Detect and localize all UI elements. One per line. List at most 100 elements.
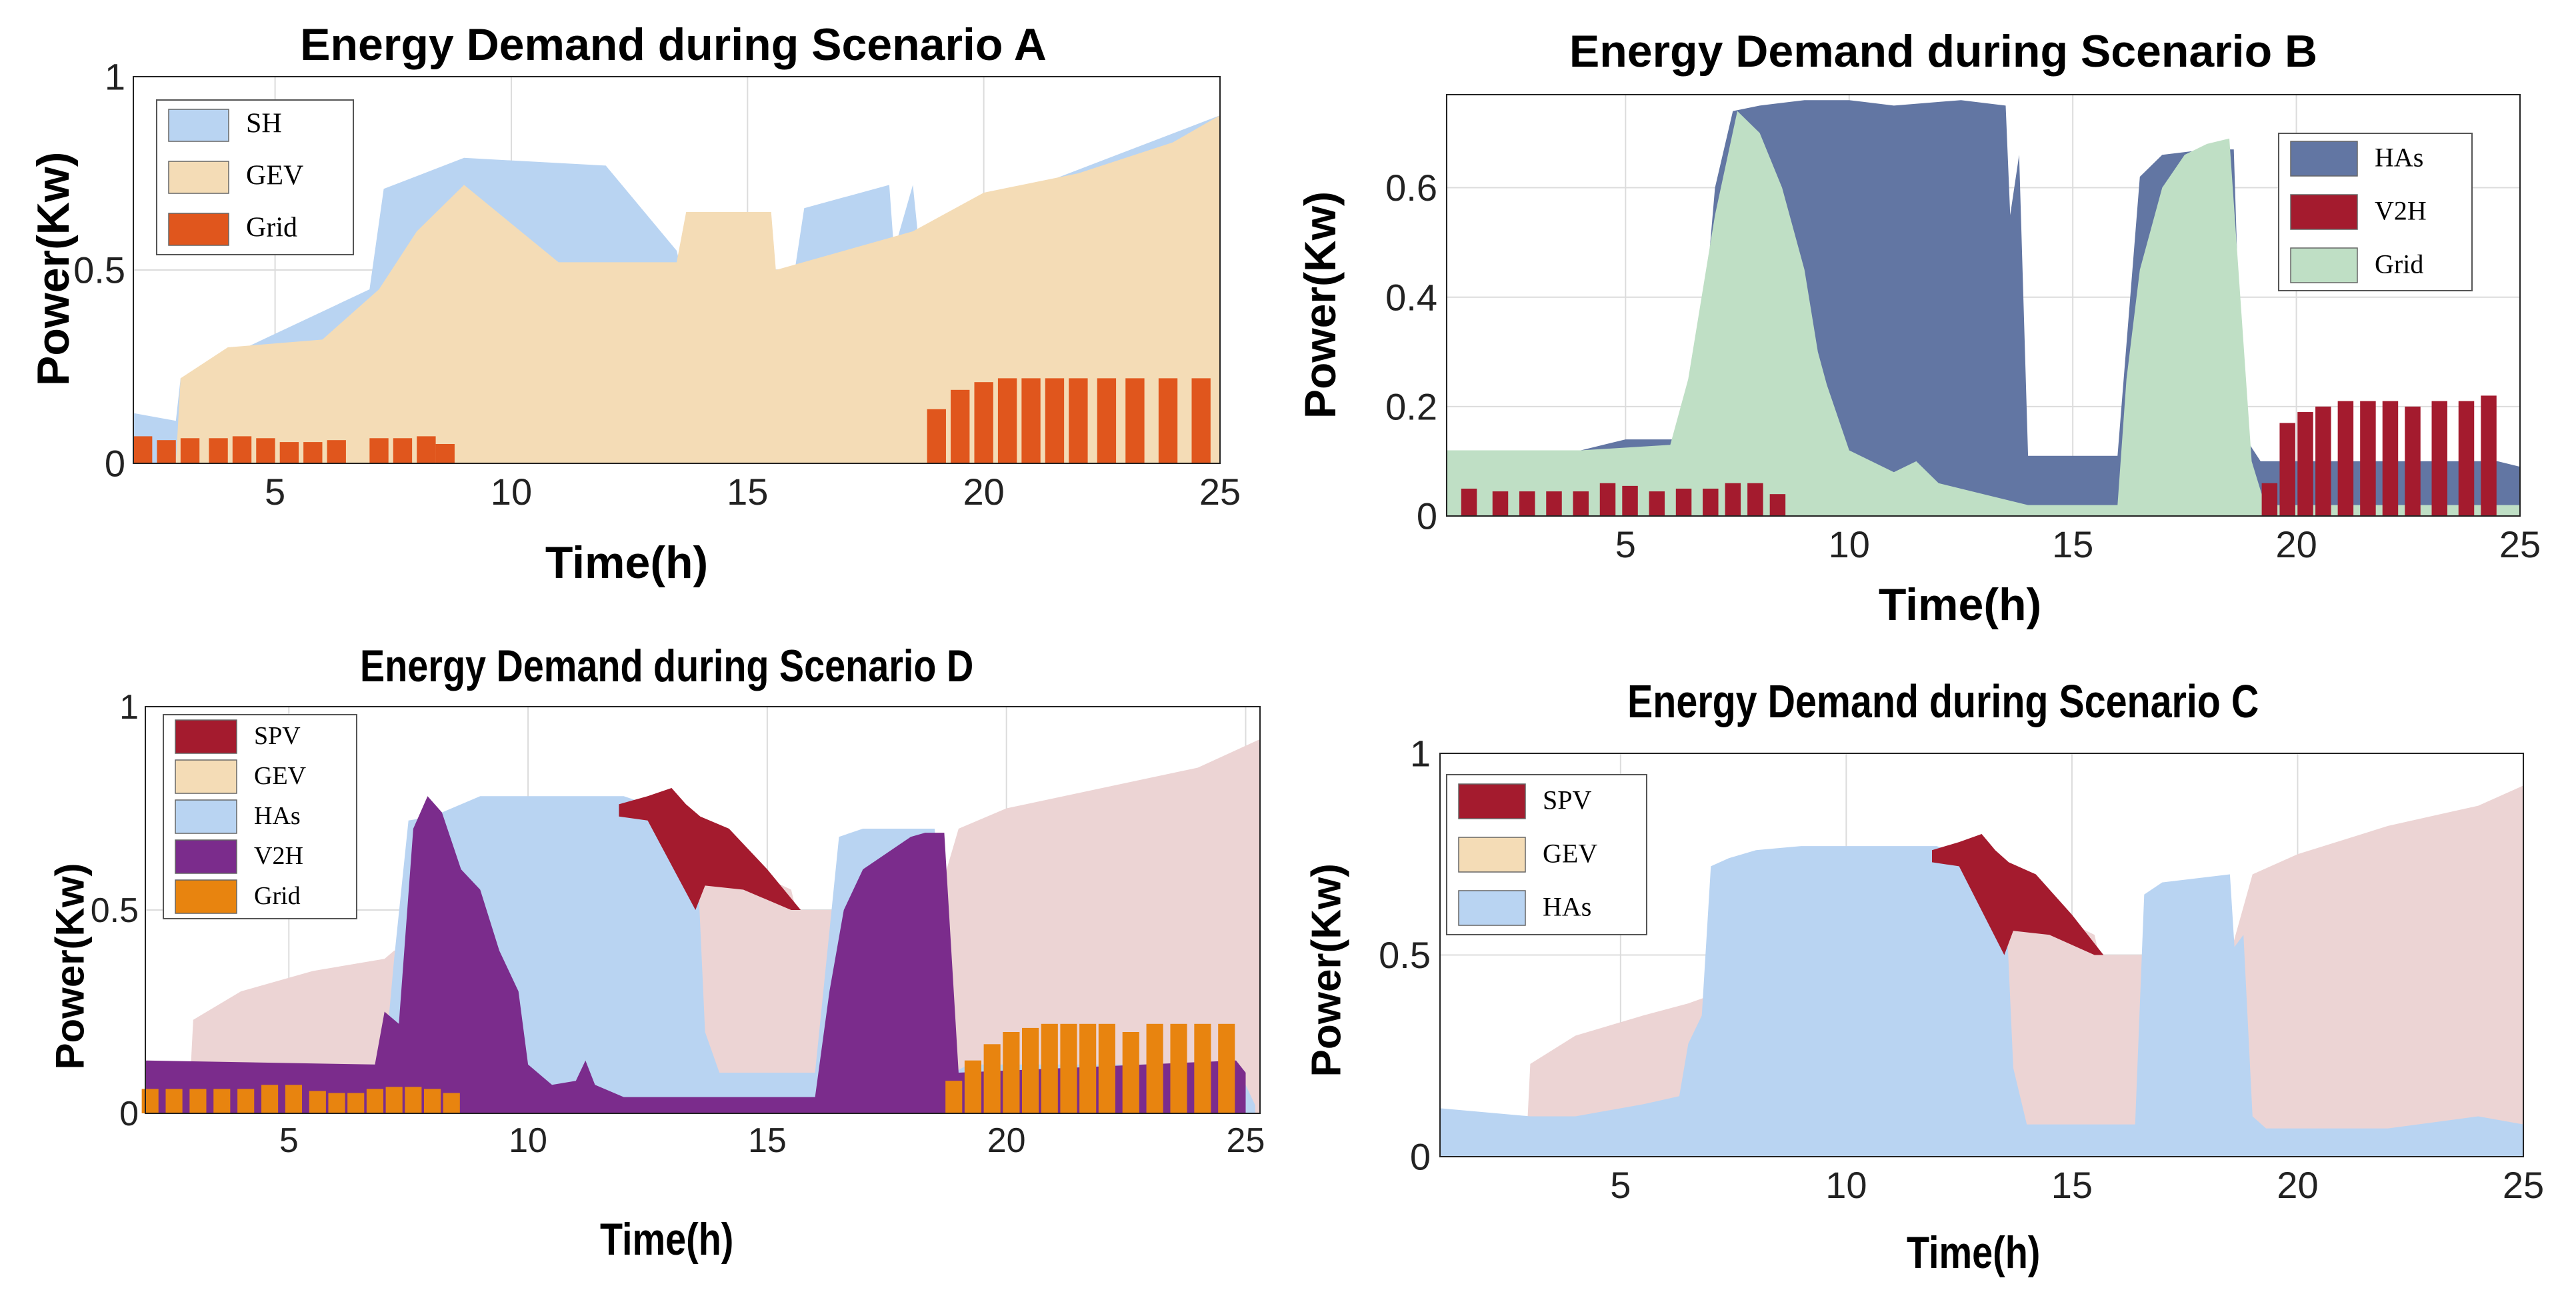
series-bar-grid — [1125, 378, 1145, 463]
chart-plot-area: 5 10 15 20 25 0 0.5 1 SPV GEV HAs V2H Grid — [91, 688, 1265, 1160]
series-bar-grid — [443, 1093, 460, 1113]
series-bar-grid — [1041, 1023, 1058, 1113]
y-tick-label: 0.5 — [1379, 934, 1431, 976]
series-bar-grid — [1021, 378, 1041, 463]
legend-swatch-v2h — [2290, 194, 2358, 230]
x-tick-label: 5 — [1615, 523, 1636, 565]
x-tick-label: 25 — [1227, 1121, 1265, 1160]
legend-label-sh: SH — [246, 109, 282, 139]
axes-frame — [145, 706, 1261, 1114]
series-bar-grid — [1069, 378, 1088, 463]
chart-title-text: Energy Demand during Scenario D — [359, 641, 974, 691]
series-bar-grid — [328, 1093, 345, 1113]
legend-label-has: HAs — [1543, 891, 1591, 921]
series-area-v2h — [145, 796, 1246, 1113]
series-bar-v2h — [1725, 483, 1741, 516]
axes-frame — [133, 76, 1221, 464]
y-tick-label: 0.5 — [73, 249, 125, 291]
series-bar-grid — [369, 438, 389, 463]
series-bar-grid — [997, 378, 1017, 463]
chart-plot-area: 5 10 15 20 25 0 0.2 0.4 0.6 HAs V2H Grid — [1385, 94, 2541, 565]
series-bar-v2h — [1546, 491, 1562, 516]
x-tick-label: 5 — [1610, 1164, 1631, 1206]
series-bar-grid — [157, 440, 176, 463]
x-tick-label: 5 — [265, 471, 285, 513]
series-bar-v2h — [2431, 401, 2447, 516]
y-tick-label: 0.6 — [1385, 167, 1437, 209]
chart-panel-scenario-a: Energy Demand during Scenario A Power(Kw… — [0, 0, 1267, 613]
series-bar-grid — [951, 389, 970, 463]
series-bar-grid — [435, 444, 455, 463]
series-area-has — [1440, 846, 2523, 1157]
series-bar-grid — [213, 1089, 231, 1113]
chart-title: Energy Demand during Scenario A — [300, 19, 1047, 70]
series-bar-grid — [1158, 378, 1178, 463]
series-bar-grid — [1003, 1032, 1020, 1113]
legend-swatch-gev — [175, 759, 237, 794]
y-tick-label: 1 — [1410, 733, 1431, 775]
series-bar-grid — [1170, 1023, 1187, 1113]
series-bar-v2h — [2297, 412, 2313, 516]
legend-label-spv: SPV — [1543, 785, 1591, 815]
series-bar-v2h — [2279, 423, 2295, 516]
legend-swatch-grid — [175, 879, 237, 914]
y-tick-label: 1 — [105, 56, 125, 98]
series-bar-v2h — [1461, 488, 1477, 516]
series-bar-v2h — [1747, 483, 1763, 516]
x-axis-label: Time(h) — [545, 537, 709, 588]
legend-swatch-gev — [168, 161, 229, 194]
series-bar-grid — [1122, 1032, 1139, 1113]
y-tick-label: 1 — [119, 688, 139, 727]
legend-swatch-sh — [168, 109, 229, 142]
series-bar-grid — [165, 1089, 183, 1113]
series-bar-grid — [927, 409, 946, 463]
series-bar-v2h — [2261, 483, 2278, 516]
series-bar-grid — [417, 436, 436, 463]
y-tick-label: 0 — [1417, 495, 1437, 537]
chart-title: Energy Demand during Scenario C — [1493, 675, 2393, 728]
legend-label-gev: GEV — [1543, 838, 1597, 868]
x-tick-label: 15 — [2052, 523, 2093, 565]
legend-label-grid: Grid — [254, 882, 301, 910]
x-tick-label: 25 — [1199, 471, 1241, 513]
series-bar-v2h — [2382, 401, 2399, 516]
x-tick-label: 10 — [1829, 523, 1870, 565]
legend-swatch-grid — [168, 213, 229, 246]
legend-swatch-has — [1458, 890, 1526, 926]
series-bar-grid — [983, 1044, 1001, 1113]
x-tick-label: 5 — [279, 1121, 299, 1160]
series-bar-grid — [1146, 1023, 1163, 1113]
series-bar-grid — [1021, 1027, 1039, 1113]
series-bar-grid — [1045, 378, 1065, 463]
series-bar-v2h — [1622, 485, 1638, 516]
series-bar-v2h — [1769, 494, 1786, 516]
series-area-grid — [1447, 111, 2520, 517]
series-area-gev — [133, 115, 1220, 463]
x-tick-label: 10 — [1825, 1164, 1867, 1206]
series-bar-grid — [945, 1081, 963, 1113]
legend-label-gev: GEV — [254, 762, 307, 790]
chart-plot-area: 5 10 15 20 25 0 0.5 1 SPV GEV HAs — [1379, 733, 2544, 1206]
series-bar-v2h — [2337, 401, 2354, 516]
series-bar-grid — [261, 1085, 279, 1113]
series-bar-grid — [964, 1060, 981, 1113]
series-bar-v2h — [2405, 406, 2421, 516]
legend-swatch-grid — [2290, 247, 2358, 283]
series-bar-grid — [141, 1089, 159, 1113]
chart-panel-scenario-d: Energy Demand during Scenario D Power(Kw… — [0, 640, 1267, 1307]
x-tick-label: 15 — [748, 1121, 787, 1160]
x-axis-label-text: Time(h) — [599, 1214, 734, 1265]
x-tick-label: 20 — [987, 1121, 1026, 1160]
legend-swatch-gev — [1458, 837, 1526, 873]
legend-label-has: HAs — [254, 802, 301, 830]
series-bar-grid — [285, 1085, 303, 1113]
x-tick-label: 25 — [2503, 1164, 2544, 1206]
x-axis-label-text: Time(h) — [1906, 1227, 2041, 1278]
legend-label-grid: Grid — [2375, 249, 2423, 279]
x-tick-label: 20 — [963, 471, 1005, 513]
y-tick-label: 0 — [119, 1095, 139, 1133]
x-tick-label: 20 — [2275, 523, 2317, 565]
series-bar-v2h — [1492, 491, 1509, 516]
series-bar-grid — [133, 436, 153, 463]
series-bar-v2h — [2458, 401, 2475, 516]
